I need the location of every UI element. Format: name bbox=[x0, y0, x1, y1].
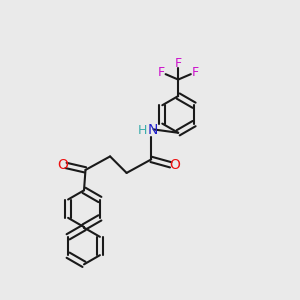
Text: O: O bbox=[169, 158, 180, 172]
Text: F: F bbox=[175, 57, 182, 70]
Text: N: N bbox=[148, 123, 158, 137]
Text: F: F bbox=[192, 66, 199, 79]
Text: O: O bbox=[58, 158, 68, 172]
Text: H: H bbox=[138, 124, 148, 136]
Text: F: F bbox=[158, 66, 165, 79]
